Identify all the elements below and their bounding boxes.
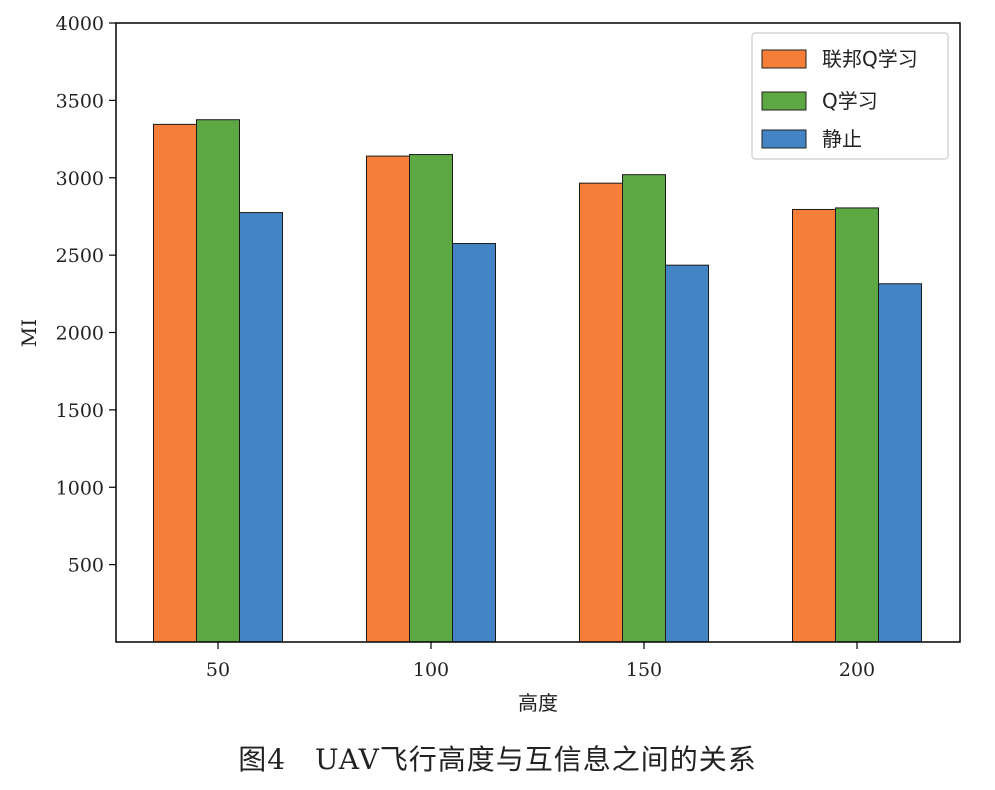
y-tick-label-2000: 2000 [56,323,104,345]
x-axis: 50 100 150 200 [206,642,875,681]
bars-group [153,119,922,643]
legend-label-static: 静止 [822,127,862,151]
y-tick-label-3000: 3000 [56,168,104,190]
bar-1-50 [196,119,240,643]
bar-1-100 [409,154,453,643]
y-axis: 500 1000 1500 2000 2500 3000 3500 4000 [56,13,116,577]
bar-0-200 [792,208,836,643]
bar-1-200 [835,207,879,643]
y-tick-label-3500: 3500 [56,90,104,112]
bar-2-100 [452,243,496,643]
x-tick-label-50: 50 [206,659,230,681]
bar-0-100 [366,155,410,643]
bar-2-50 [239,212,283,643]
legend-label-q-learning: Q学习 [822,89,878,113]
y-tick-label-500: 500 [68,555,104,577]
legend-swatch-static [761,129,807,149]
y-tick-label-1500: 1500 [56,400,104,422]
legend-swatch-q-learning [761,91,807,111]
figure-caption: 图4 UAV飞行高度与互信息之间的关系 [238,743,757,776]
legend-swatch-federated-q [761,49,807,69]
x-axis-title: 高度 [518,691,558,715]
x-tick-label-200: 200 [839,659,875,681]
y-axis-title: MI [17,319,41,347]
bar-chart: 500 1000 1500 2000 2500 3000 3500 4000 50 100 150… [17,13,961,715]
bar-2-150 [665,264,709,643]
bar-2-200 [878,283,922,643]
bar-0-150 [579,182,623,643]
y-tick-label-2500: 2500 [56,245,104,267]
x-tick-label-100: 100 [413,659,449,681]
x-tick-label-150: 150 [626,659,662,681]
legend: 联邦Q学习 Q学习 静止 [751,32,949,160]
y-tick-label-4000: 4000 [56,13,104,35]
bar-0-50 [153,123,197,643]
bar-1-150 [622,174,666,643]
legend-label-federated-q: 联邦Q学习 [822,47,918,71]
y-tick-label-1000: 1000 [56,477,104,499]
